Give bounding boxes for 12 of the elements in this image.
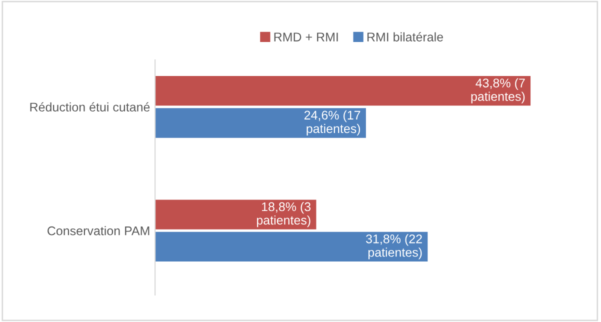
bar — [155, 108, 366, 138]
bar — [155, 232, 428, 262]
data-label: 31,8% (22 patientes) — [366, 234, 422, 260]
y-tick-label: Réduction étui cutané — [30, 102, 150, 112]
data-label: 24,6% (17 patientes) — [304, 110, 360, 136]
data-label: 43,8% (7 patientes) — [471, 78, 525, 104]
legend-label: RMD + RMI — [274, 32, 338, 42]
data-label: 18,8% (3 patientes) — [256, 202, 311, 228]
legend-label: RMI bilatérale — [367, 32, 443, 42]
bar — [155, 76, 531, 106]
y-tick-label: Conservation PAM — [48, 226, 150, 236]
bar — [155, 200, 316, 230]
